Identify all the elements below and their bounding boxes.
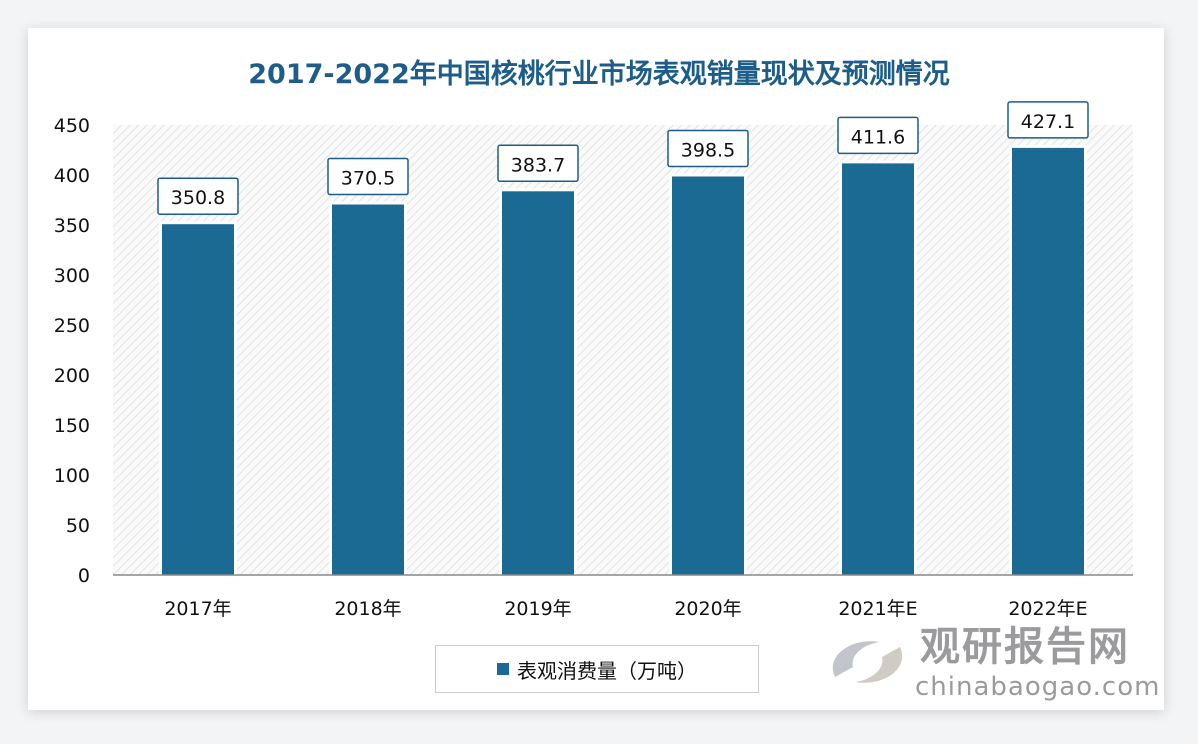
bar (842, 163, 914, 575)
data-label: 398.5 (681, 140, 735, 162)
y-tick-label: 400 (54, 165, 90, 187)
y-tick-label: 150 (54, 415, 90, 437)
watermark-name: 观研报告网 (920, 624, 1130, 670)
x-tick-label: 2019年 (504, 598, 571, 620)
data-label: 411.6 (851, 126, 905, 148)
legend-swatch (497, 663, 509, 675)
plot-area (113, 125, 1133, 575)
x-tick-label: 2017年 (164, 598, 231, 620)
data-label: 427.1 (1021, 111, 1075, 133)
data-label-box (667, 129, 749, 168)
data-label: 370.5 (341, 168, 395, 190)
x-tick-label: 2018年 (334, 598, 401, 620)
y-tick-label: 350 (54, 215, 90, 237)
y-tick-label: 50 (66, 515, 90, 537)
x-tick-label: 2020年 (674, 598, 741, 620)
bar (672, 176, 744, 575)
bar (162, 224, 234, 575)
watermark-url: chinabaogao.com (915, 672, 1161, 702)
y-tick-label: 450 (54, 115, 90, 137)
data-label-box (1007, 101, 1089, 139)
y-tick-label: 0 (78, 565, 90, 587)
chart-title: 2017-2022年中国核桃行业市场表观销量现状及预测情况 (248, 59, 950, 90)
data-label-box (327, 157, 409, 196)
y-tick-label: 100 (54, 465, 90, 487)
data-label-box (837, 116, 919, 155)
data-label-box (157, 177, 239, 215)
data-label: 350.8 (171, 187, 225, 209)
x-tick-label: 2021年E (838, 598, 917, 620)
bar (502, 191, 574, 576)
y-tick-label: 300 (54, 265, 90, 287)
data-label: 383.7 (511, 154, 565, 176)
bar (1012, 147, 1084, 575)
bar (332, 204, 404, 575)
x-tick-label: 2022年E (1008, 598, 1087, 620)
legend: 表观消费量（万吨） (435, 645, 759, 693)
watermark-logo-icon (832, 641, 903, 683)
legend-label: 表观消费量（万吨） (517, 658, 697, 683)
data-label-box (497, 144, 579, 183)
y-tick-label: 200 (54, 365, 90, 387)
y-tick-label: 250 (54, 315, 90, 337)
